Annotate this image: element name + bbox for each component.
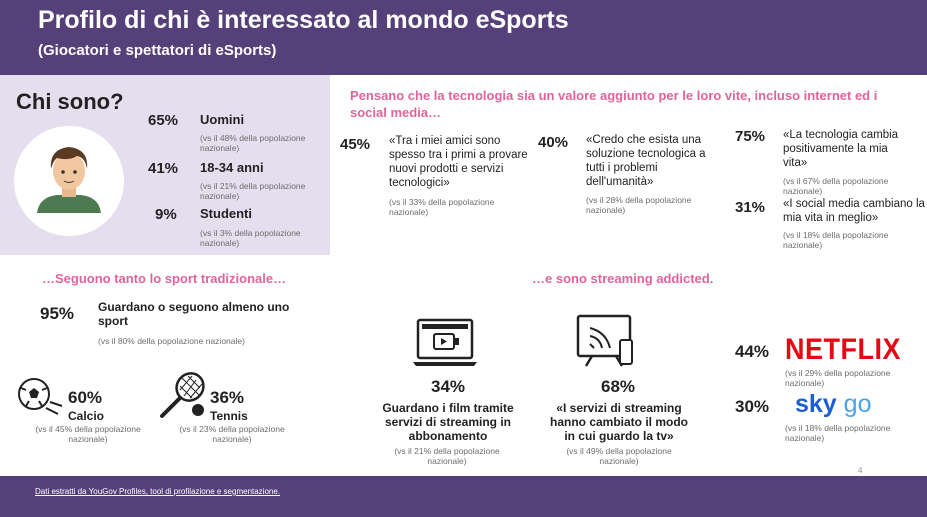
tech-quote: «Credo che esista una soluzione tecnolog… <box>586 134 706 188</box>
title: Profilo di chi è interessato al mondo eS… <box>38 6 569 34</box>
sport-heading: …Seguono tanto lo sport tradizionale… <box>42 271 287 286</box>
footer-text: Dati estratti da YouGov Profiles, tool d… <box>35 487 281 496</box>
tech-value: 40% <box>538 134 569 151</box>
who-label: Uomini <box>200 112 245 127</box>
tech-note: (vs il 18% della popolazione nazionale) <box>783 230 889 250</box>
tech-value: 45% <box>340 136 371 153</box>
who-note: (vs il 3% della popolazione nazionale) <box>200 228 301 248</box>
tv-icon <box>576 314 633 367</box>
tech-quote: «I social media cambiano la mia vita in … <box>783 198 925 224</box>
logo-part: sky <box>795 390 837 418</box>
sport-label: Calcio <box>68 409 105 423</box>
tech-quote: «La tecnologia cambia positivamente la m… <box>783 129 899 169</box>
tech-heading: Pensano che la tecnologia sia un valore … <box>350 88 878 120</box>
who-value: 9% <box>155 206 177 223</box>
streaming-value: 34% <box>430 377 466 396</box>
who-title: Chi sono? <box>16 89 124 114</box>
brand-value: 30% <box>735 397 770 416</box>
streaming-label: Guardano i film tramite servizi di strea… <box>382 401 514 443</box>
skygo-logo: sky go <box>795 390 871 419</box>
sport-note: (vs il 23% della popolazione nazionale) <box>179 424 285 444</box>
streaming-note: (vs il 21% della popolazione nazionale) <box>394 446 500 466</box>
sport-value: 36% <box>210 388 245 407</box>
laptop-icon <box>413 318 477 366</box>
sport-label: Tennis <box>210 409 248 423</box>
brand-note: (vs il 29% della popolazione nazionale) <box>785 368 891 388</box>
tech-note: (vs il 33% della popolazione nazionale) <box>389 197 495 217</box>
tech-note: (vs il 28% della popolazione nazionale) <box>586 195 692 215</box>
tech-note: (vs il 67% della popolazione nazionale) <box>783 176 889 196</box>
who-note: (vs il 21% della popolazione nazionale) <box>200 181 306 201</box>
tech-quote: «Tra i miei amici sono spesso tra i prim… <box>389 135 528 189</box>
streaming-note: (vs il 49% della popolazione nazionale) <box>566 446 672 466</box>
football-icon <box>18 378 63 415</box>
who-note: (vs il 48% della popolazione nazionale) <box>200 133 306 153</box>
tech-value: 75% <box>735 128 766 145</box>
tennis-icon <box>160 372 205 418</box>
sport-label: Guardano o seguono almeno uno sport <box>98 300 290 328</box>
subtitle: (Giocatori e spettatori di eSports) <box>38 42 277 59</box>
header-band <box>0 0 927 75</box>
streaming-label: «I servizi di streaming hanno cambiato i… <box>549 401 688 443</box>
sport-value: 60% <box>68 388 103 407</box>
footer-band <box>0 476 927 517</box>
who-value: 41% <box>148 160 179 177</box>
page-number: 4 <box>858 466 863 475</box>
sport-value: 95% <box>40 304 75 323</box>
logo-part: go <box>843 390 872 418</box>
who-label: Studenti <box>200 206 252 221</box>
netflix-logo: NETFLIX <box>785 332 901 366</box>
who-value: 65% <box>148 112 179 129</box>
avatar-icon <box>14 126 124 236</box>
tech-value: 31% <box>735 199 766 216</box>
who-label: 18-34 anni <box>200 160 264 175</box>
sport-note: (vs il 45% della popolazione nazionale) <box>35 424 141 444</box>
brand-note: (vs il 18% della popolazione nazionale) <box>785 423 891 443</box>
streaming-heading: …e sono streaming addicted. <box>532 271 714 286</box>
sport-note: (vs il 80% della popolazione nazionale) <box>98 336 245 346</box>
streaming-value: 68% <box>600 377 636 396</box>
brand-value: 44% <box>735 342 770 361</box>
